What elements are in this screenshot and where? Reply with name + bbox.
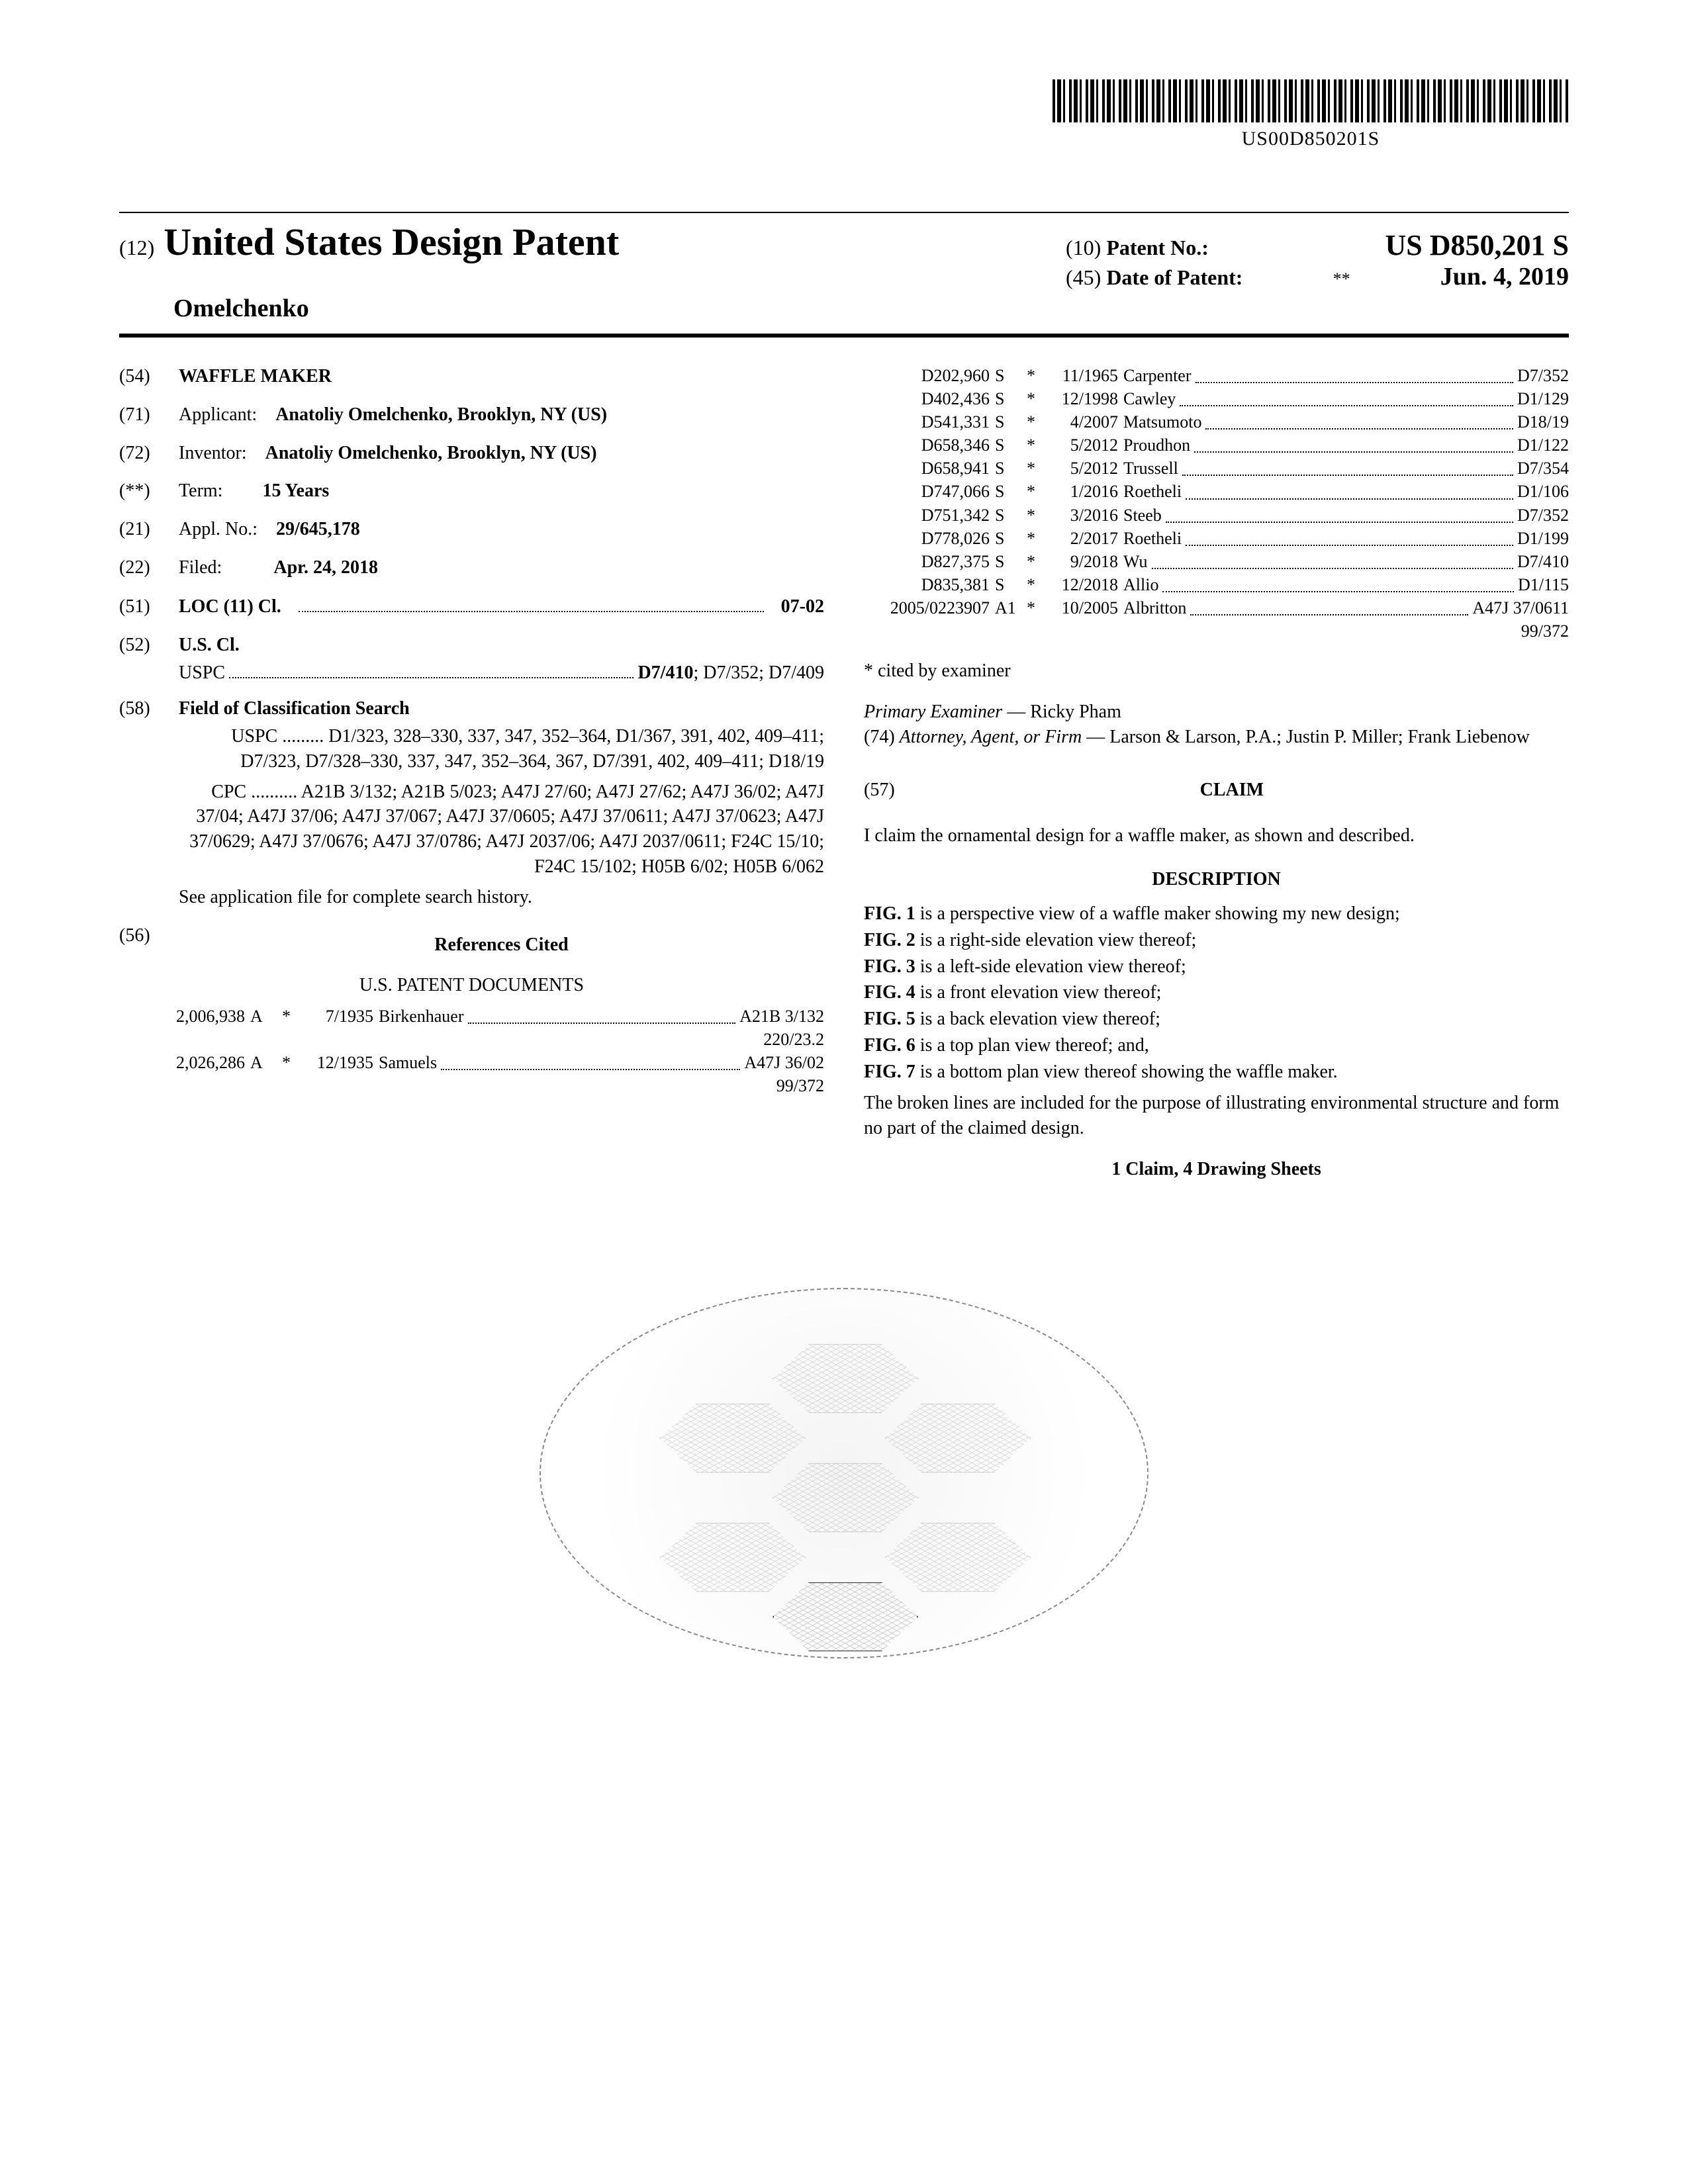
loc-value: 07-02 [781, 594, 824, 619]
description-line: FIG. 2 is a right-side elevation view th… [864, 928, 1569, 953]
claim-sheet-footer: 1 Claim, 4 Drawing Sheets [864, 1157, 1569, 1182]
left-column: (54) WAFFLE MAKER (71) Applicant: Anatol… [119, 364, 824, 1182]
ref-row: D541,331S*4/2007MatsumotoD18/19 [864, 410, 1569, 433]
appl-label: Appl. No.: [179, 517, 258, 542]
attorney-line: (74) Attorney, Agent, or Firm — Larson &… [864, 725, 1569, 750]
invention-title: WAFFLE MAKER [179, 364, 332, 389]
uscl-code: (52) [119, 633, 165, 658]
patno-code: (10) Patent No.: [1066, 236, 1209, 260]
barcode-block: US00D850201S [1053, 79, 1569, 150]
inventor-code: (72) [119, 441, 165, 466]
cited-note: * cited by examiner [864, 659, 1569, 684]
description-line: FIG. 3 is a left-side elevation view the… [864, 954, 1569, 979]
description-line: FIG. 1 is a perspective view of a waffle… [864, 901, 1569, 927]
figure-area [119, 1288, 1569, 1659]
ref-row: 2005/0223907A1*10/2005AlbrittonA47J 37/0… [864, 596, 1569, 619]
claim-heading: CLAIM [895, 778, 1569, 803]
uscl-label: U.S. Cl. [179, 633, 240, 658]
cpc-search-block: CPC .......... A21B 3/132; A21B 5/023; A… [179, 780, 824, 880]
broken-lines-note: The broken lines are included for the pu… [864, 1091, 1569, 1141]
uspc-search-block: USPC ......... D1/323, 328–330, 337, 347… [179, 724, 824, 774]
refs-code: (56) [119, 923, 165, 967]
appl-code: (21) [119, 517, 165, 542]
ref-row: D778,026S*2/2017RoetheliD1/199 [864, 527, 1569, 550]
claim-text: I claim the ornamental design for a waff… [864, 823, 1569, 848]
refs-table-left: 2,006,938A*7/1935BirkenhauerA21B 3/13222… [119, 1005, 824, 1097]
ref-continuation: 99/372 [864, 619, 1569, 643]
patent-date: Jun. 4, 2019 [1440, 262, 1569, 291]
filed-code: (22) [119, 555, 165, 580]
desc-heading: DESCRIPTION [864, 867, 1569, 892]
ref-row: D202,960S*11/1965CarpenterD7/352 [864, 364, 1569, 387]
description-list: FIG. 1 is a perspective view of a waffle… [864, 901, 1569, 1085]
ref-row: D402,436S*12/1998CawleyD1/129 [864, 387, 1569, 410]
date-star: ** [1333, 269, 1350, 289]
ref-row: D827,375S*9/2018WuD7/410 [864, 550, 1569, 573]
ref-row: D658,346S*5/2012ProudhonD1/122 [864, 433, 1569, 457]
ref-row: D751,342S*3/2016SteebD7/352 [864, 504, 1569, 527]
search-note: See application file for complete search… [179, 885, 824, 910]
term-value: 15 Years [262, 478, 329, 504]
loc-code: (51) [119, 594, 165, 619]
patent-number: US D850,201 S [1385, 228, 1570, 262]
ref-continuation: 99/372 [119, 1074, 824, 1097]
examiner-line: Primary Examiner — Ricky Pham [864, 700, 1569, 725]
refs-table-right: D202,960S*11/1965CarpenterD7/352D402,436… [864, 364, 1569, 643]
filed-value: Apr. 24, 2018 [273, 555, 378, 580]
refs-sub: U.S. PATENT DOCUMENTS [119, 973, 824, 998]
uspc-value: D7/410; D7/352; D7/409 [637, 660, 824, 686]
header-inventor: Omelchenko [173, 294, 1569, 323]
ref-row: D658,941S*5/2012TrussellD7/354 [864, 457, 1569, 480]
barcode-graphic [1053, 79, 1569, 122]
applicant-value: Anatoliy Omelchenko, Brooklyn, NY (US) [275, 402, 607, 428]
filed-label: Filed: [179, 555, 222, 580]
right-column: D202,960S*11/1965CarpenterD7/352D402,436… [864, 364, 1569, 1182]
applicant-code: (71) [119, 402, 165, 428]
ref-continuation: 220/23.2 [119, 1028, 824, 1051]
refs-label: References Cited [179, 933, 824, 958]
search-code: (58) [119, 696, 165, 721]
description-line: FIG. 7 is a bottom plan view thereof sho… [864, 1060, 1569, 1085]
ref-row: D835,381S*12/2018AllioD1/115 [864, 573, 1569, 596]
search-label: Field of Classification Search [179, 696, 410, 721]
term-label: Term: [179, 478, 222, 504]
inventor-label: Inventor: [179, 441, 247, 466]
description-line: FIG. 4 is a front elevation view thereof… [864, 980, 1569, 1005]
description-line: FIG. 5 is a back elevation view thereof; [864, 1007, 1569, 1032]
patent-header: (12) United States Design Patent (10) Pa… [119, 212, 1569, 338]
ref-row: 2,006,938A*7/1935BirkenhauerA21B 3/132 [119, 1005, 824, 1028]
pub-type: United States Design Patent [164, 220, 619, 264]
barcode-text: US00D850201S [1053, 128, 1569, 150]
date-code: (45) Date of Patent: [1066, 265, 1243, 290]
loc-label: LOC (11) Cl. [179, 594, 281, 619]
description-line: FIG. 6 is a top plan view thereof; and, [864, 1033, 1569, 1058]
dot-leader [229, 660, 633, 678]
pub-code: (12) [119, 236, 154, 260]
ref-row: 2,026,286A*12/1935SamuelsA47J 36/02 [119, 1051, 824, 1074]
waffle-figure [539, 1288, 1149, 1659]
ref-row: D747,066S*1/2016RoetheliD1/106 [864, 480, 1569, 503]
term-code: (**) [119, 478, 165, 504]
body-columns: (54) WAFFLE MAKER (71) Applicant: Anatol… [119, 364, 1569, 1182]
claim-code: (57) [864, 778, 895, 803]
inventor-value: Anatoliy Omelchenko, Brooklyn, NY (US) [265, 441, 597, 466]
applicant-label: Applicant: [179, 402, 257, 428]
uspc-label: USPC [179, 660, 225, 686]
appl-value: 29/645,178 [276, 517, 360, 542]
title-code: (54) [119, 364, 165, 389]
dot-leader [299, 594, 764, 612]
